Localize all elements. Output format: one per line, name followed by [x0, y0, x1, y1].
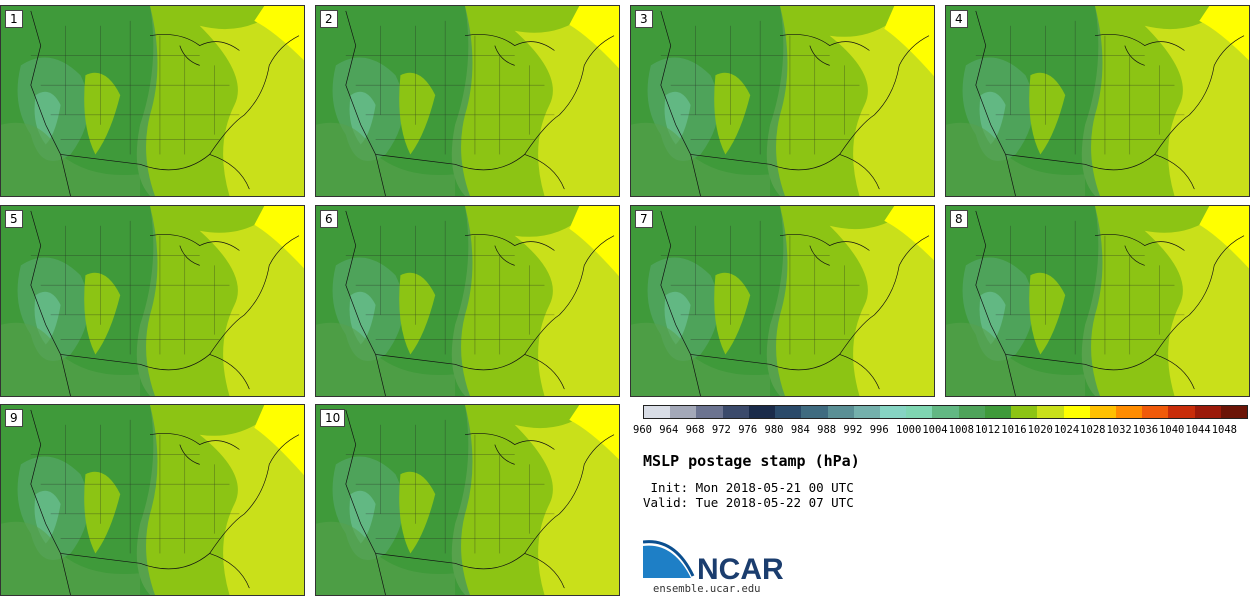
colorbar-tick: 992: [843, 424, 863, 436]
mslp-map: [316, 206, 619, 396]
member-panel-3: 3: [630, 5, 935, 197]
colorbar-tick: 1028: [1080, 424, 1106, 436]
panel-label: 3: [635, 10, 653, 28]
colorbar-swatch: [906, 406, 933, 418]
mslp-map: [316, 405, 619, 595]
member-panel-5: 5: [0, 205, 305, 397]
colorbar-swatch: [1089, 406, 1116, 418]
member-panel-8: 8: [945, 205, 1250, 397]
colorbar-tick: 1036: [1132, 424, 1159, 436]
colorbar-swatch: [827, 406, 854, 418]
colorbar-swatch: [984, 406, 1012, 418]
colorbar-tick: 1012: [974, 424, 1001, 436]
chart-title: MSLP postage stamp (hPa): [643, 452, 860, 470]
colorbar-swatch: [1142, 406, 1169, 418]
colorbar-swatch: [801, 406, 828, 418]
colorbar-tick: 1040: [1159, 424, 1185, 436]
colorbar-tick: 988: [817, 424, 837, 436]
colorbar-swatch: [1168, 406, 1195, 418]
panel-label: 1: [5, 10, 23, 28]
colorbar-swatch: [748, 406, 776, 418]
colorbar-swatch: [1063, 406, 1090, 418]
site-url: ensemble.ucar.edu: [653, 583, 761, 595]
mslp-map: [1, 6, 304, 196]
colorbar-swatch: [853, 406, 880, 418]
colorbar-tick: 1032: [1106, 424, 1132, 436]
colorbar-tick: 968: [685, 424, 705, 436]
mslp-map: [631, 6, 934, 196]
panel-label: 7: [635, 210, 653, 228]
colorbar-swatch: [696, 406, 723, 418]
mslp-map: [946, 6, 1249, 196]
colorbar-tick: 964: [659, 424, 679, 436]
colorbar-swatch: [670, 406, 697, 418]
colorbar-tick: 1044: [1185, 424, 1211, 436]
colorbar-tick: 1000: [896, 424, 922, 436]
init-time: Init: Mon 2018-05-21 00 UTC: [643, 480, 854, 495]
mslp-map: [1, 206, 304, 396]
colorbar: [643, 405, 1248, 419]
ncar-logo: NCAR: [643, 540, 784, 582]
member-panel-4: 4: [945, 5, 1250, 197]
panel-label: 4: [950, 10, 968, 28]
panel-label: 10: [320, 409, 346, 427]
colorbar-swatch: [644, 406, 671, 418]
colorbar-tick: 996: [869, 424, 889, 436]
colorbar-tick: 1048: [1211, 424, 1237, 436]
panel-label: 5: [5, 210, 23, 228]
mslp-map: [946, 206, 1249, 396]
colorbar-swatch: [1194, 406, 1221, 418]
colorbar-tick: 976: [738, 424, 758, 436]
colorbar-swatch: [1011, 406, 1038, 418]
colorbar-ticks: 960 964 968 972 976 980 984 988 992 996 1000 1004 10…: [633, 424, 1260, 438]
colorbar-tick: 1016: [1001, 424, 1027, 436]
colorbar-swatch: [722, 406, 749, 418]
logo-text: NCAR: [697, 553, 784, 582]
panel-label: 2: [320, 10, 338, 28]
member-panel-1: 1: [0, 5, 305, 197]
member-panel-7: 7: [630, 205, 935, 397]
colorbar-swatch: [879, 406, 907, 418]
mslp-map: [1, 405, 304, 595]
colorbar-tick: 960: [633, 424, 652, 436]
panel-label: 9: [5, 409, 23, 427]
colorbar-swatch: [775, 406, 802, 418]
colorbar-tick: 1020: [1027, 424, 1053, 436]
colorbar-tick: 1024: [1053, 424, 1080, 436]
colorbar-tick: 984: [790, 424, 810, 436]
member-panel-9: 9: [0, 404, 305, 596]
member-panel-10: 10: [315, 404, 620, 596]
panel-label: 8: [950, 210, 968, 228]
colorbar-swatch: [958, 406, 985, 418]
colorbar-swatch: [932, 406, 959, 418]
panel-label: 6: [320, 210, 338, 228]
mslp-map: [316, 6, 619, 196]
colorbar-swatch: [1037, 406, 1064, 418]
colorbar-tick: 1008: [948, 424, 974, 436]
colorbar-tick: 972: [711, 424, 731, 436]
colorbar-swatch: [1115, 406, 1143, 418]
colorbar-swatch: [1220, 406, 1248, 418]
mslp-map: [631, 206, 934, 396]
colorbar-tick: 1004: [922, 424, 948, 436]
member-panel-6: 6: [315, 205, 620, 397]
colorbar-tick: 980: [764, 424, 784, 436]
member-panel-2: 2: [315, 5, 620, 197]
valid-time: Valid: Tue 2018-05-22 07 UTC: [643, 495, 854, 510]
